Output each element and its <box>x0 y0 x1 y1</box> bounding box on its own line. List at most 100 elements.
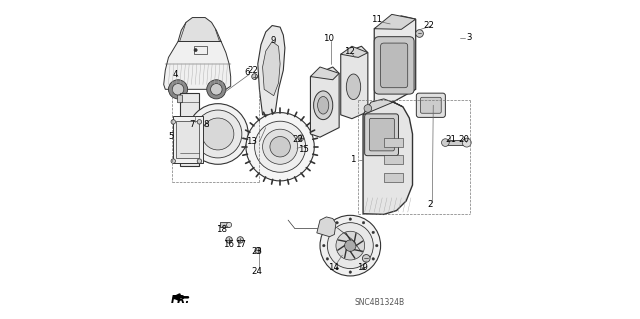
Circle shape <box>298 135 304 141</box>
Text: 22: 22 <box>424 21 435 30</box>
Text: 11: 11 <box>371 15 382 24</box>
Circle shape <box>336 221 339 224</box>
Circle shape <box>362 267 365 270</box>
FancyBboxPatch shape <box>417 93 445 117</box>
Text: 21: 21 <box>445 135 456 144</box>
Polygon shape <box>374 14 416 29</box>
Circle shape <box>194 110 242 158</box>
Text: 16: 16 <box>223 241 234 249</box>
FancyBboxPatch shape <box>177 95 182 103</box>
Polygon shape <box>340 46 368 119</box>
Circle shape <box>323 244 325 247</box>
Circle shape <box>168 80 188 99</box>
Bar <box>220 222 229 227</box>
Circle shape <box>202 118 234 150</box>
Polygon shape <box>340 46 368 57</box>
Circle shape <box>364 105 372 112</box>
FancyBboxPatch shape <box>177 152 182 160</box>
Circle shape <box>326 258 329 260</box>
Circle shape <box>320 215 381 276</box>
Circle shape <box>344 240 356 251</box>
Circle shape <box>372 231 374 234</box>
Circle shape <box>197 159 202 163</box>
Bar <box>385 138 403 147</box>
Text: 7: 7 <box>189 120 195 129</box>
Polygon shape <box>180 93 199 166</box>
Polygon shape <box>258 26 285 115</box>
Circle shape <box>246 113 314 181</box>
Circle shape <box>171 159 175 163</box>
Ellipse shape <box>265 120 282 129</box>
Bar <box>194 46 207 54</box>
Polygon shape <box>262 41 280 96</box>
Circle shape <box>336 267 339 270</box>
Polygon shape <box>310 67 339 137</box>
Polygon shape <box>164 29 230 89</box>
Circle shape <box>362 221 365 224</box>
Circle shape <box>226 237 232 243</box>
Ellipse shape <box>314 91 333 120</box>
FancyBboxPatch shape <box>374 37 414 94</box>
Text: 19: 19 <box>356 263 367 272</box>
Circle shape <box>376 244 378 247</box>
Polygon shape <box>178 18 221 41</box>
Circle shape <box>327 223 373 269</box>
FancyBboxPatch shape <box>365 114 399 156</box>
Bar <box>446 140 467 145</box>
Circle shape <box>211 84 222 95</box>
Circle shape <box>442 139 449 146</box>
Polygon shape <box>363 99 403 115</box>
Bar <box>385 155 403 164</box>
Text: 10: 10 <box>323 34 335 43</box>
Text: 24: 24 <box>252 267 262 276</box>
Circle shape <box>416 30 423 37</box>
Text: 22: 22 <box>292 135 303 144</box>
Text: 14: 14 <box>328 263 339 272</box>
Ellipse shape <box>317 96 329 114</box>
FancyBboxPatch shape <box>369 118 394 151</box>
Text: 1: 1 <box>349 155 355 164</box>
Text: 18: 18 <box>216 225 227 234</box>
Text: 8: 8 <box>203 120 209 129</box>
Text: 17: 17 <box>235 241 246 249</box>
Circle shape <box>194 48 197 52</box>
Polygon shape <box>363 102 413 214</box>
Bar <box>173 116 203 163</box>
Text: 4: 4 <box>172 70 178 78</box>
Circle shape <box>326 231 329 234</box>
Text: 15: 15 <box>298 145 309 154</box>
Circle shape <box>197 120 202 124</box>
Circle shape <box>255 121 306 172</box>
Circle shape <box>349 271 351 273</box>
Text: 6: 6 <box>245 68 250 77</box>
Circle shape <box>262 129 298 164</box>
Circle shape <box>171 120 175 124</box>
Circle shape <box>227 222 232 227</box>
Polygon shape <box>374 16 416 103</box>
Circle shape <box>252 74 257 79</box>
Circle shape <box>362 255 370 262</box>
Text: 20: 20 <box>459 135 470 144</box>
Text: FR.: FR. <box>171 295 190 305</box>
Bar <box>177 121 200 158</box>
Ellipse shape <box>346 74 361 100</box>
Ellipse shape <box>261 117 287 132</box>
Circle shape <box>270 137 291 157</box>
FancyBboxPatch shape <box>420 97 441 113</box>
Text: 22: 22 <box>248 66 259 75</box>
Circle shape <box>188 104 248 164</box>
Circle shape <box>172 84 184 95</box>
Circle shape <box>372 258 374 260</box>
Circle shape <box>336 231 365 260</box>
Text: 23: 23 <box>252 247 262 256</box>
Circle shape <box>462 138 471 147</box>
Text: 5: 5 <box>168 132 174 141</box>
Circle shape <box>207 80 226 99</box>
Circle shape <box>237 237 243 243</box>
Circle shape <box>349 218 351 220</box>
Text: 2: 2 <box>428 200 433 209</box>
Text: SNC4B1324B: SNC4B1324B <box>355 298 404 307</box>
Text: 12: 12 <box>344 47 355 56</box>
Bar <box>385 173 403 182</box>
Text: 9: 9 <box>270 36 275 45</box>
